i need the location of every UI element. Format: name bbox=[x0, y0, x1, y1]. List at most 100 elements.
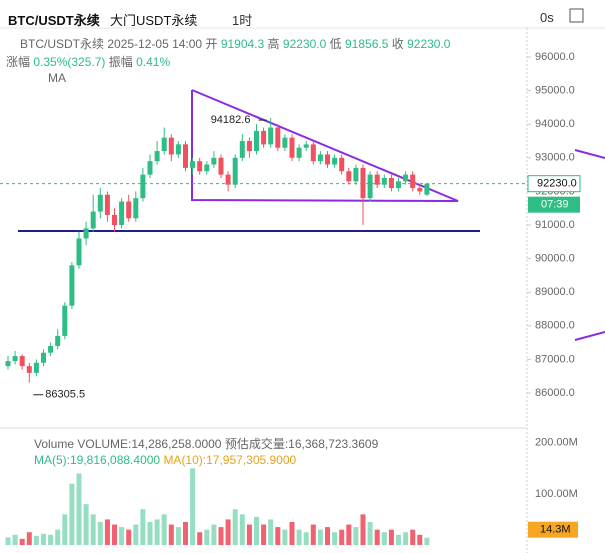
volume-bar bbox=[374, 529, 380, 545]
volume-bar bbox=[33, 535, 39, 545]
y-tick-label: 96000.0 bbox=[535, 51, 575, 63]
volume-bar bbox=[346, 524, 352, 545]
price-tag bbox=[527, 175, 581, 193]
volume-bar bbox=[90, 514, 96, 545]
volume-bar bbox=[268, 519, 274, 545]
volume-bar bbox=[218, 527, 224, 545]
volume-bar bbox=[289, 522, 295, 545]
candle-body bbox=[360, 167, 366, 199]
volume-bar bbox=[83, 504, 89, 545]
value: 预估成交量:16,368,723.3609 bbox=[224, 437, 379, 451]
ohlc-info: BTC/USDT永续 2025-12-05 14:00 开 91904.3 高 … bbox=[20, 35, 450, 52]
candle-body bbox=[239, 141, 245, 158]
candle-body bbox=[396, 181, 401, 189]
volume-bar bbox=[275, 527, 281, 545]
candle-body bbox=[183, 144, 188, 168]
volume-bar bbox=[76, 473, 82, 545]
ohlc-label: 低 bbox=[329, 37, 342, 51]
candle-body bbox=[410, 174, 416, 189]
interval[interactable]: 1时 bbox=[232, 13, 253, 28]
candle-body bbox=[268, 127, 274, 145]
candle-body bbox=[367, 174, 373, 199]
volume-bar bbox=[232, 509, 238, 545]
price-annotation: 86305.5 bbox=[45, 389, 85, 401]
candle-body bbox=[12, 356, 18, 362]
value: VOLUME:14,286,258.0000 bbox=[77, 437, 222, 451]
candle-body bbox=[154, 151, 160, 162]
trend-fragment bbox=[574, 149, 605, 159]
candle-body bbox=[211, 157, 217, 165]
candle-body bbox=[261, 130, 267, 145]
y-tick-label: 91000.0 bbox=[535, 219, 575, 231]
volume-bar bbox=[126, 529, 132, 545]
candle-body bbox=[41, 352, 46, 363]
candle-body bbox=[133, 198, 139, 219]
candle-body bbox=[48, 345, 54, 353]
ohlc-label: 开 bbox=[205, 37, 218, 51]
label: Volume bbox=[34, 437, 75, 451]
ohlc-value: 91904.3 bbox=[220, 37, 265, 51]
candle-body bbox=[5, 361, 11, 367]
settings-icon[interactable] bbox=[569, 8, 584, 23]
volume-bar bbox=[48, 534, 54, 545]
volume-bar bbox=[381, 532, 387, 545]
volume-bar bbox=[310, 524, 316, 545]
candle-body bbox=[140, 174, 146, 199]
candle-body bbox=[90, 211, 96, 229]
candle-body bbox=[310, 144, 316, 162]
value: 0.41% bbox=[136, 55, 171, 69]
candle-body bbox=[374, 174, 380, 185]
symbol[interactable]: BTC/USDT永续 bbox=[8, 13, 100, 28]
candle-body bbox=[119, 201, 125, 226]
volume-bar bbox=[303, 532, 309, 545]
volume-bar bbox=[161, 514, 167, 545]
y-tick-label: 94000.0 bbox=[535, 118, 575, 130]
volume-bar bbox=[317, 529, 323, 545]
candle-body bbox=[218, 157, 224, 175]
candle-body bbox=[26, 366, 32, 373]
y-tick-label: 86000.0 bbox=[535, 387, 575, 399]
volume-bar bbox=[175, 527, 181, 545]
candle-body bbox=[83, 228, 89, 239]
value: 0.35%(325.7) bbox=[33, 55, 106, 69]
candle-body bbox=[275, 127, 281, 148]
candle-body bbox=[417, 188, 423, 192]
ohlc-value: 92230.0 bbox=[407, 37, 451, 51]
candle-body bbox=[303, 144, 309, 148]
volume-bar bbox=[388, 529, 394, 545]
candle-body bbox=[204, 164, 210, 172]
volume-bar bbox=[97, 522, 103, 545]
ma5: MA(5):19,816,088.4000 bbox=[34, 453, 161, 467]
trend-fragment bbox=[574, 331, 605, 341]
y-tick-label: 90000.0 bbox=[535, 253, 575, 265]
y-tick-label: 93000.0 bbox=[535, 152, 575, 164]
volume-bar bbox=[104, 519, 110, 545]
candle-body bbox=[168, 137, 174, 155]
ma10: MA(10):17,957,305.9000 bbox=[163, 453, 297, 467]
volume-last: 14.3M bbox=[540, 524, 571, 536]
volume-bar bbox=[225, 519, 231, 545]
ma-indicator[interactable]: MA bbox=[48, 71, 66, 85]
volume-bar bbox=[5, 537, 11, 545]
countdown-tag bbox=[528, 196, 580, 213]
candle-body bbox=[232, 157, 238, 185]
volume-bar bbox=[119, 527, 125, 545]
volume-bar bbox=[261, 524, 267, 545]
candle-body bbox=[197, 161, 203, 172]
candle-body bbox=[339, 157, 345, 172]
candle-body bbox=[381, 177, 387, 185]
volume-bar bbox=[204, 529, 210, 545]
candle-body bbox=[112, 214, 117, 226]
candle-body bbox=[19, 356, 25, 367]
ohlc-value: 92230.0 bbox=[282, 37, 327, 51]
volume-bar bbox=[353, 527, 359, 545]
countdown: 07:39 bbox=[541, 199, 569, 211]
volume-info: Volume VOLUME:14,286,258.0000 预估成交量:16,3… bbox=[34, 435, 378, 452]
y-tick-label: 87000.0 bbox=[535, 353, 575, 365]
volume-bar bbox=[325, 527, 330, 545]
volume-tick-label: 200.00M bbox=[535, 437, 578, 449]
volume-tick-label: 100.00M bbox=[535, 488, 578, 500]
y-tick-label: 88000.0 bbox=[535, 320, 575, 332]
volume-bar bbox=[211, 524, 217, 545]
